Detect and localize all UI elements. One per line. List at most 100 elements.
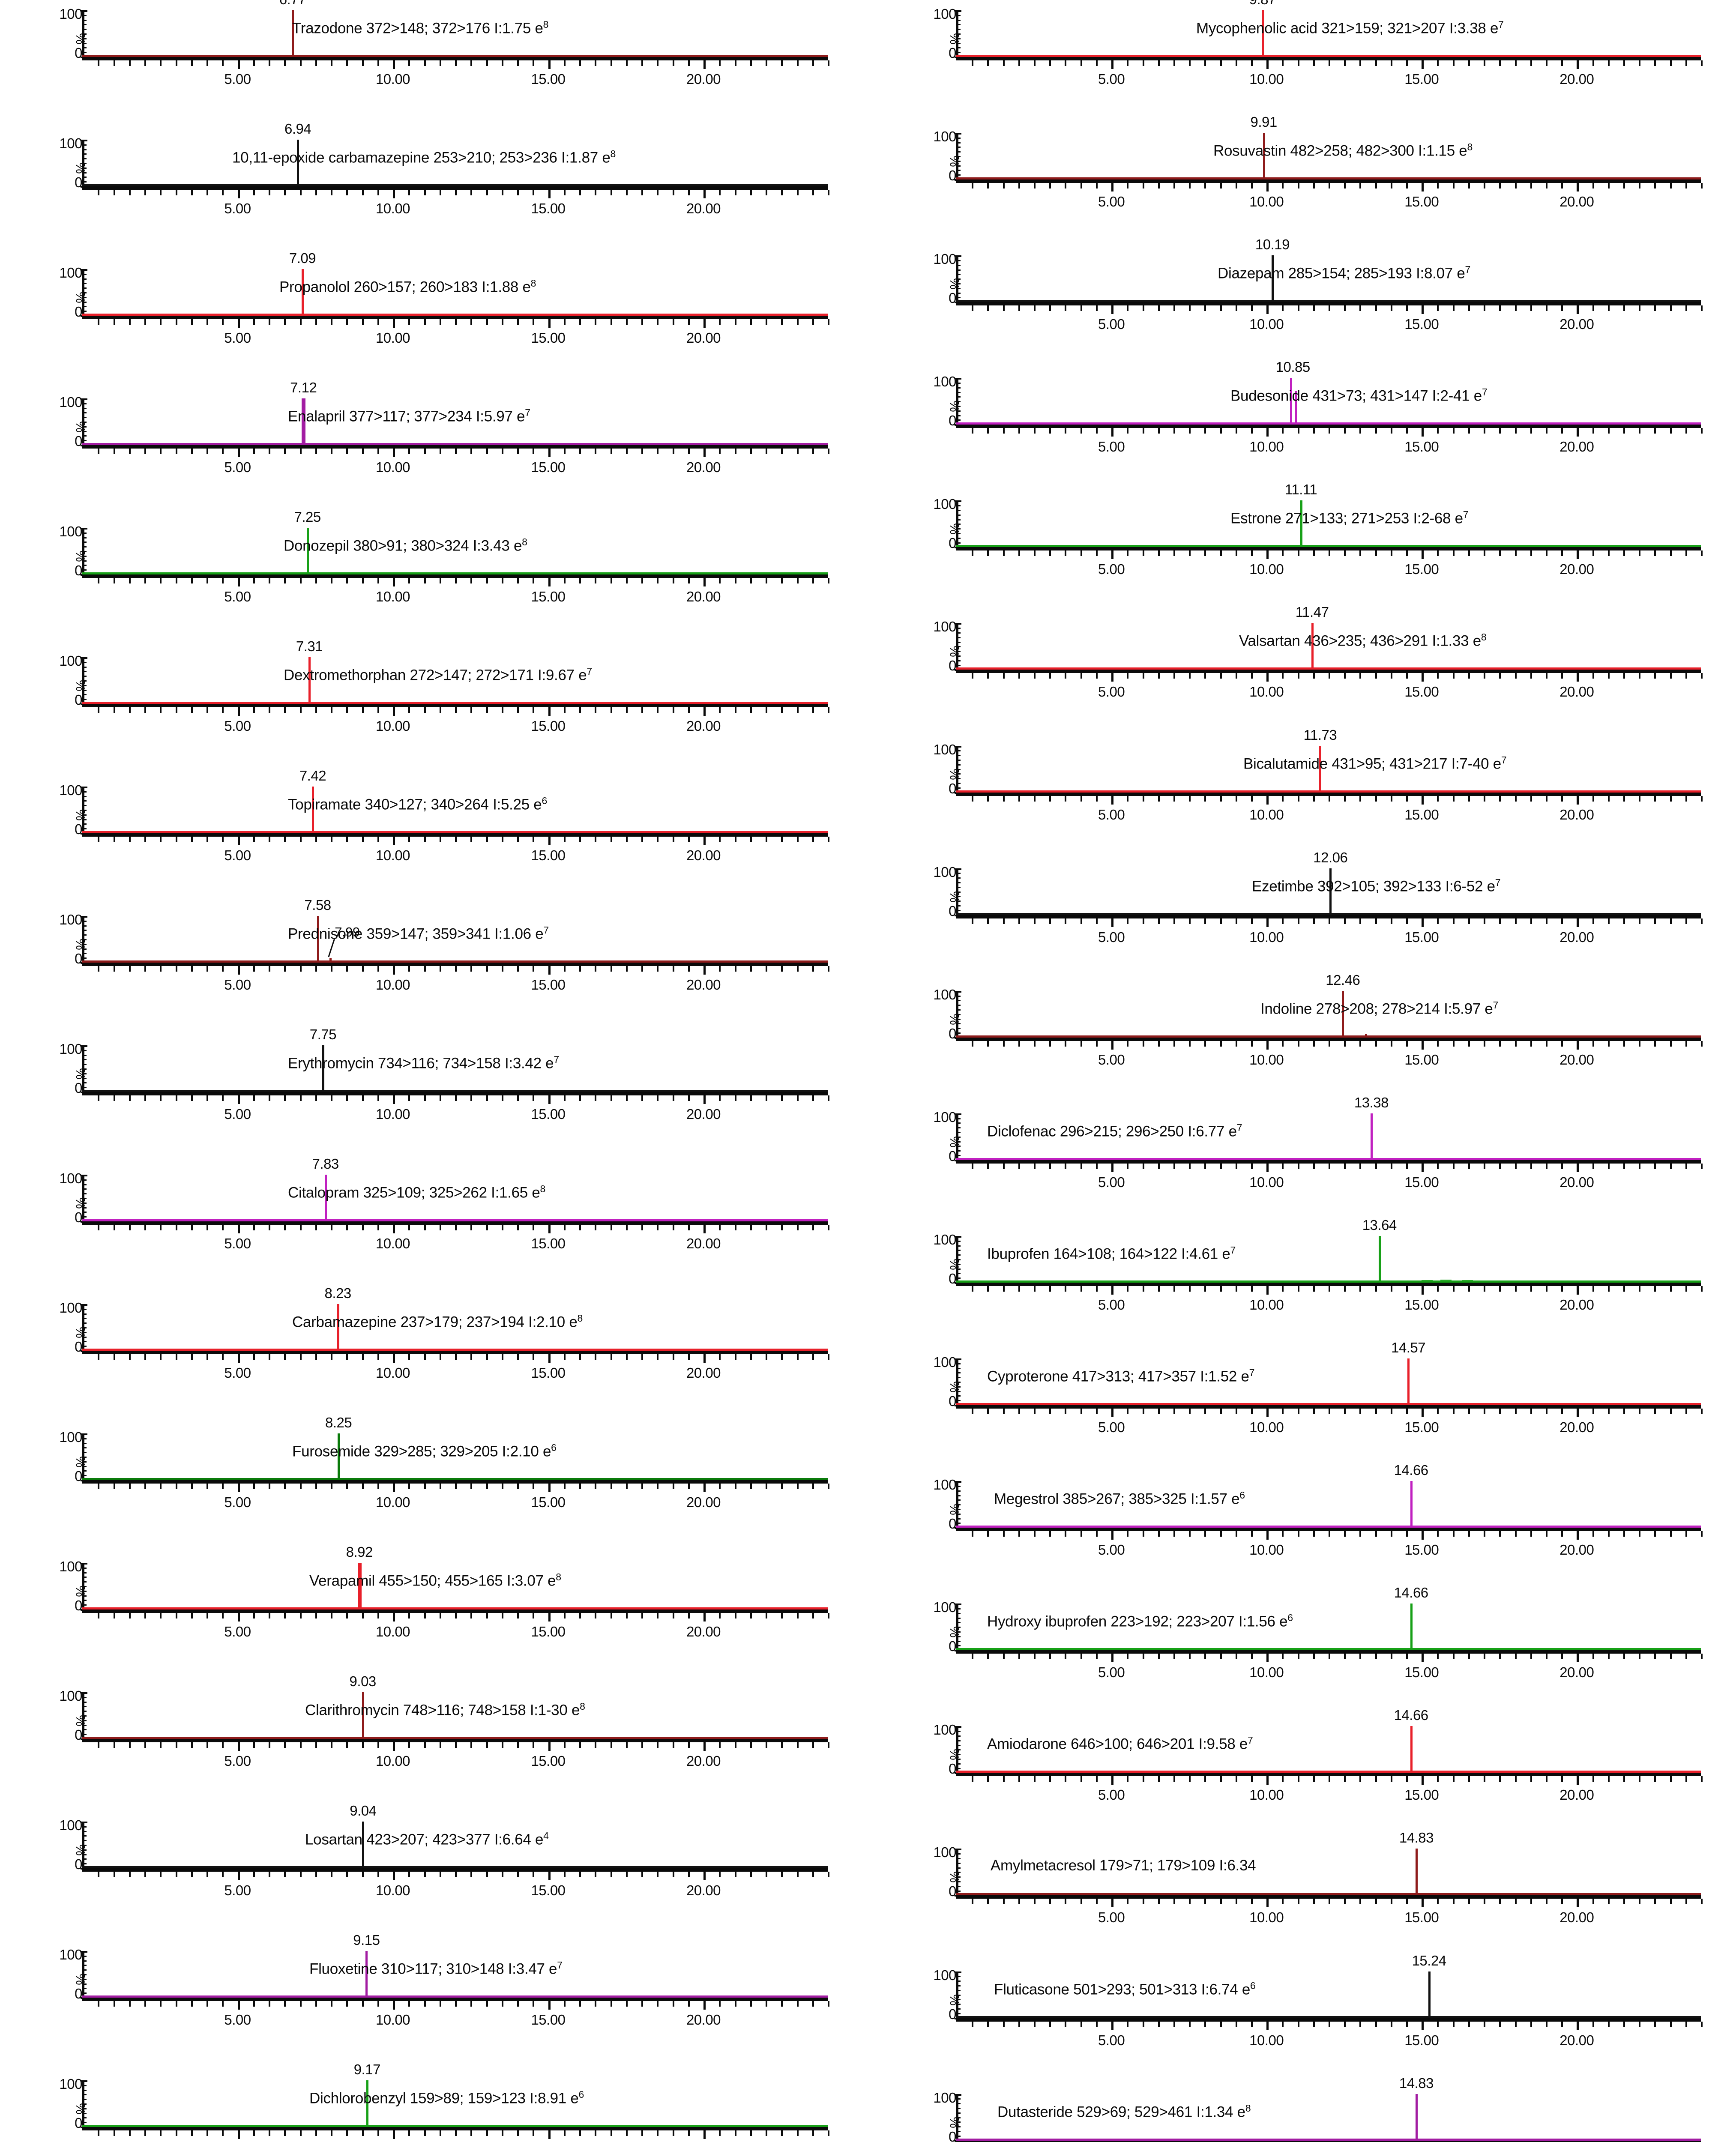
analyte-caption: Fluticasone 501>293; 501>313 I:6.74 e6 bbox=[994, 1980, 1256, 1998]
x-axis-tick bbox=[424, 1225, 426, 1230]
x-axis-tick-label: 15.00 bbox=[1404, 71, 1439, 87]
x-axis-tick bbox=[734, 1613, 736, 1618]
x-axis-tick-label: 5.00 bbox=[224, 718, 251, 734]
x-axis-tick bbox=[207, 1095, 208, 1101]
x-axis-tick bbox=[1607, 305, 1610, 311]
x-axis-tick bbox=[548, 1613, 551, 1621]
x-axis-tick bbox=[1422, 1286, 1424, 1295]
x-axis-tick bbox=[1065, 550, 1067, 556]
x-axis-tick-label: 15.00 bbox=[531, 1494, 566, 1510]
x-axis-tick bbox=[987, 60, 989, 66]
x-axis-tick bbox=[987, 305, 989, 311]
x-axis-tick bbox=[377, 1742, 379, 1748]
x-axis-tick bbox=[1639, 1531, 1641, 1537]
x-axis-tick bbox=[1344, 428, 1346, 434]
x-axis-tick bbox=[1437, 183, 1439, 189]
x-axis-tick bbox=[346, 190, 348, 195]
x-axis-tick bbox=[1545, 428, 1547, 434]
x-axis-tick bbox=[269, 2130, 270, 2136]
x-axis-tick bbox=[781, 966, 783, 972]
x-axis-tick-label: 15.00 bbox=[531, 459, 566, 475]
chromatogram-panel: 100 0% 7.12 Enalapril 377>117; 377>234 I:5.… bbox=[0, 380, 874, 518]
x-axis-tick bbox=[439, 1225, 441, 1230]
x-axis-tick bbox=[1049, 918, 1051, 924]
x-axis-tick bbox=[470, 60, 473, 66]
x-axis-tick bbox=[812, 449, 814, 454]
x-axis-tick bbox=[1158, 550, 1160, 556]
x-axis-tick bbox=[1251, 918, 1253, 924]
x-axis-ticks bbox=[82, 578, 829, 586]
x-axis-tick-label: 20.00 bbox=[1559, 1174, 1594, 1190]
x-axis-tick bbox=[719, 2130, 721, 2136]
x-axis-tick bbox=[1359, 796, 1362, 802]
x-axis-tick bbox=[781, 190, 783, 195]
x-axis-tick bbox=[1437, 1654, 1439, 1660]
x-axis-tick bbox=[1127, 2021, 1129, 2027]
x-axis-tick bbox=[1685, 183, 1687, 189]
x-axis-tick bbox=[1623, 673, 1625, 679]
y-axis-tick bbox=[82, 1863, 87, 1865]
x-axis-tick bbox=[1654, 1041, 1656, 1047]
x-axis-tick bbox=[1266, 428, 1269, 437]
y-axis: 100 0% bbox=[919, 742, 962, 796]
y-axis-min-label: 0 bbox=[949, 168, 956, 184]
y-axis-tick bbox=[82, 149, 87, 150]
y-axis: 100 0% bbox=[45, 266, 88, 319]
x-axis-tick bbox=[501, 966, 503, 972]
x-axis-tick bbox=[1003, 1041, 1005, 1047]
intensity-exponent: 7 bbox=[1230, 1244, 1236, 1256]
y-axis-tick bbox=[956, 47, 961, 49]
x-axis-tick bbox=[1515, 550, 1517, 556]
x-axis-tick bbox=[175, 190, 177, 195]
chromatogram-panel: 100 0% 7.75 Erythromycin 734>116; 734>158 I… bbox=[0, 1026, 874, 1164]
x-axis-tick bbox=[1685, 1163, 1687, 1169]
y-axis-tick bbox=[956, 1862, 961, 1864]
x-axis-tick bbox=[98, 1225, 100, 1230]
y-axis-tick bbox=[956, 1523, 961, 1524]
x-axis-tick bbox=[579, 1095, 581, 1101]
chromatogram-trace bbox=[82, 960, 828, 963]
x-axis-tick bbox=[688, 449, 690, 454]
intensity-exponent: 8 bbox=[530, 278, 536, 289]
y-axis-tick bbox=[956, 1155, 961, 1157]
x-axis-tick bbox=[548, 2130, 551, 2139]
x-axis-tick bbox=[672, 1095, 674, 1101]
x-axis-tick bbox=[1173, 1041, 1175, 1047]
x-axis-tick-label: 15.00 bbox=[531, 1365, 566, 1381]
x-axis-tick bbox=[1685, 1899, 1687, 1905]
x-axis-tick bbox=[1142, 1531, 1144, 1537]
x-axis-tick bbox=[610, 966, 612, 972]
x-axis-tick bbox=[98, 1484, 100, 1489]
x-axis-tick-label: 5.00 bbox=[1098, 1419, 1125, 1436]
x-axis-tick bbox=[972, 1409, 974, 1415]
y-axis-tick bbox=[82, 296, 87, 298]
x-axis-tick bbox=[393, 2001, 395, 2010]
y-axis-tick bbox=[82, 1955, 87, 1957]
y-axis-tick bbox=[82, 2108, 87, 2109]
x-axis-tick bbox=[1623, 60, 1625, 66]
x-axis-tick bbox=[1406, 183, 1408, 189]
x-axis-tick bbox=[1685, 1776, 1687, 1782]
x-axis-tick bbox=[1034, 1531, 1036, 1537]
x-axis-tick bbox=[1297, 1163, 1299, 1169]
x-axis-tick bbox=[237, 1872, 240, 1880]
y-axis-tick bbox=[81, 10, 87, 12]
x-axis-tick bbox=[641, 1613, 643, 1618]
x-axis-tick bbox=[1127, 428, 1129, 434]
x-axis-tick bbox=[439, 2130, 441, 2136]
x-axis-tick bbox=[1313, 918, 1315, 924]
x-axis-tick bbox=[1577, 305, 1579, 314]
x-axis-tick bbox=[1220, 60, 1222, 66]
x-axis-tick bbox=[1545, 673, 1547, 679]
x-axis-tick bbox=[1018, 2021, 1020, 2027]
x-axis-tick bbox=[610, 319, 612, 325]
y-axis-tick bbox=[82, 661, 87, 663]
y-axis: 100 0% bbox=[45, 783, 88, 836]
x-axis-tick-label: 10.00 bbox=[375, 330, 410, 346]
x-axis-tick bbox=[1329, 1654, 1330, 1660]
x-axis-tick bbox=[1685, 1286, 1687, 1292]
x-axis-tick bbox=[972, 1776, 974, 1782]
x-axis-tick bbox=[750, 319, 752, 325]
x-axis-tick bbox=[1173, 1163, 1175, 1169]
x-axis-tick bbox=[734, 1354, 736, 1360]
